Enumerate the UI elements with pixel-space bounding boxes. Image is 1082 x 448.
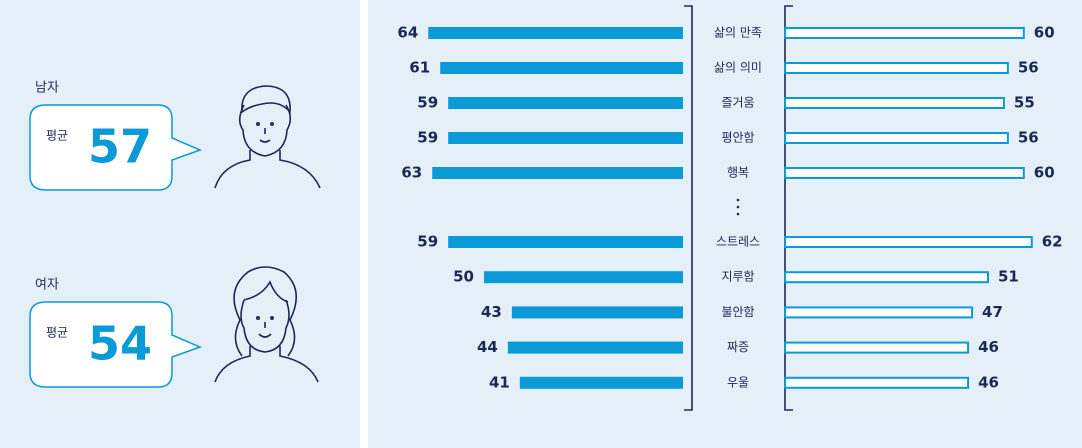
value-label: 59 [417, 233, 438, 251]
woman-icon [214, 266, 319, 383]
value-label: 60 [1034, 164, 1055, 182]
bar-right [784, 306, 974, 319]
bar-right [784, 271, 989, 284]
avg-value: 57 [88, 120, 152, 174]
value-label: 47 [982, 303, 1003, 321]
bar-left [511, 306, 683, 319]
bar-right [784, 167, 1025, 179]
value-label: 46 [978, 373, 999, 391]
bar-left [432, 167, 683, 179]
value-label: 55 [1014, 94, 1035, 112]
category-label: 삶의 의미 [714, 61, 762, 75]
bar-left [448, 97, 683, 109]
value-label: 56 [1018, 129, 1039, 147]
bar-right [784, 132, 1009, 144]
brackets [684, 5, 793, 411]
bubble [29, 104, 203, 191]
value-label: 61 [409, 59, 430, 77]
category-label: 즐거움 [721, 96, 754, 110]
bar-right [784, 236, 1033, 248]
bar-right [784, 341, 970, 354]
group-label: 남자 [35, 81, 59, 96]
bar-left [440, 62, 683, 74]
value-label: 60 [1034, 24, 1055, 42]
ellipsis [736, 198, 740, 216]
avg-value: 54 [88, 317, 152, 371]
right-bracket [784, 5, 793, 411]
value-label: 62 [1042, 233, 1063, 251]
value-label: 46 [978, 338, 999, 356]
value-label: 56 [1018, 59, 1039, 77]
bar-left [484, 271, 683, 284]
value-label: 64 [397, 24, 418, 42]
left-bracket [684, 5, 693, 411]
bar-left [519, 376, 683, 389]
value-label: 43 [481, 303, 502, 321]
category-label: 행복 [727, 165, 749, 180]
value-label: 51 [998, 268, 1019, 286]
value-label: 44 [477, 338, 498, 356]
value-label: 63 [401, 164, 422, 182]
bar-left [507, 341, 683, 354]
man-icon [214, 85, 321, 189]
category-label: 스트레스 [716, 235, 760, 249]
right-panel [368, 0, 1082, 448]
category-label: 지루함 [721, 270, 754, 284]
category-label: 짜증 [727, 340, 749, 354]
category-label: 불안함 [721, 305, 754, 319]
bar-right [784, 97, 1005, 109]
bar-right [784, 62, 1009, 74]
avg-label: 평균 [46, 129, 68, 143]
value-label: 59 [417, 129, 438, 147]
category-label: 우울 [727, 375, 749, 389]
bar-right [784, 27, 1025, 39]
avg-label: 평균 [46, 326, 68, 340]
bar-right [784, 376, 970, 389]
value-label: 50 [453, 268, 474, 286]
bar-left [448, 132, 683, 144]
bubble [29, 301, 203, 388]
category-label: 평안함 [721, 131, 754, 145]
bar-left [428, 27, 683, 39]
bar-left [448, 236, 683, 248]
left-content [29, 85, 321, 388]
category-label: 삶의 만족 [714, 26, 762, 40]
group-label: 여자 [35, 278, 59, 293]
value-label: 59 [417, 94, 438, 112]
value-label: 41 [489, 373, 510, 391]
